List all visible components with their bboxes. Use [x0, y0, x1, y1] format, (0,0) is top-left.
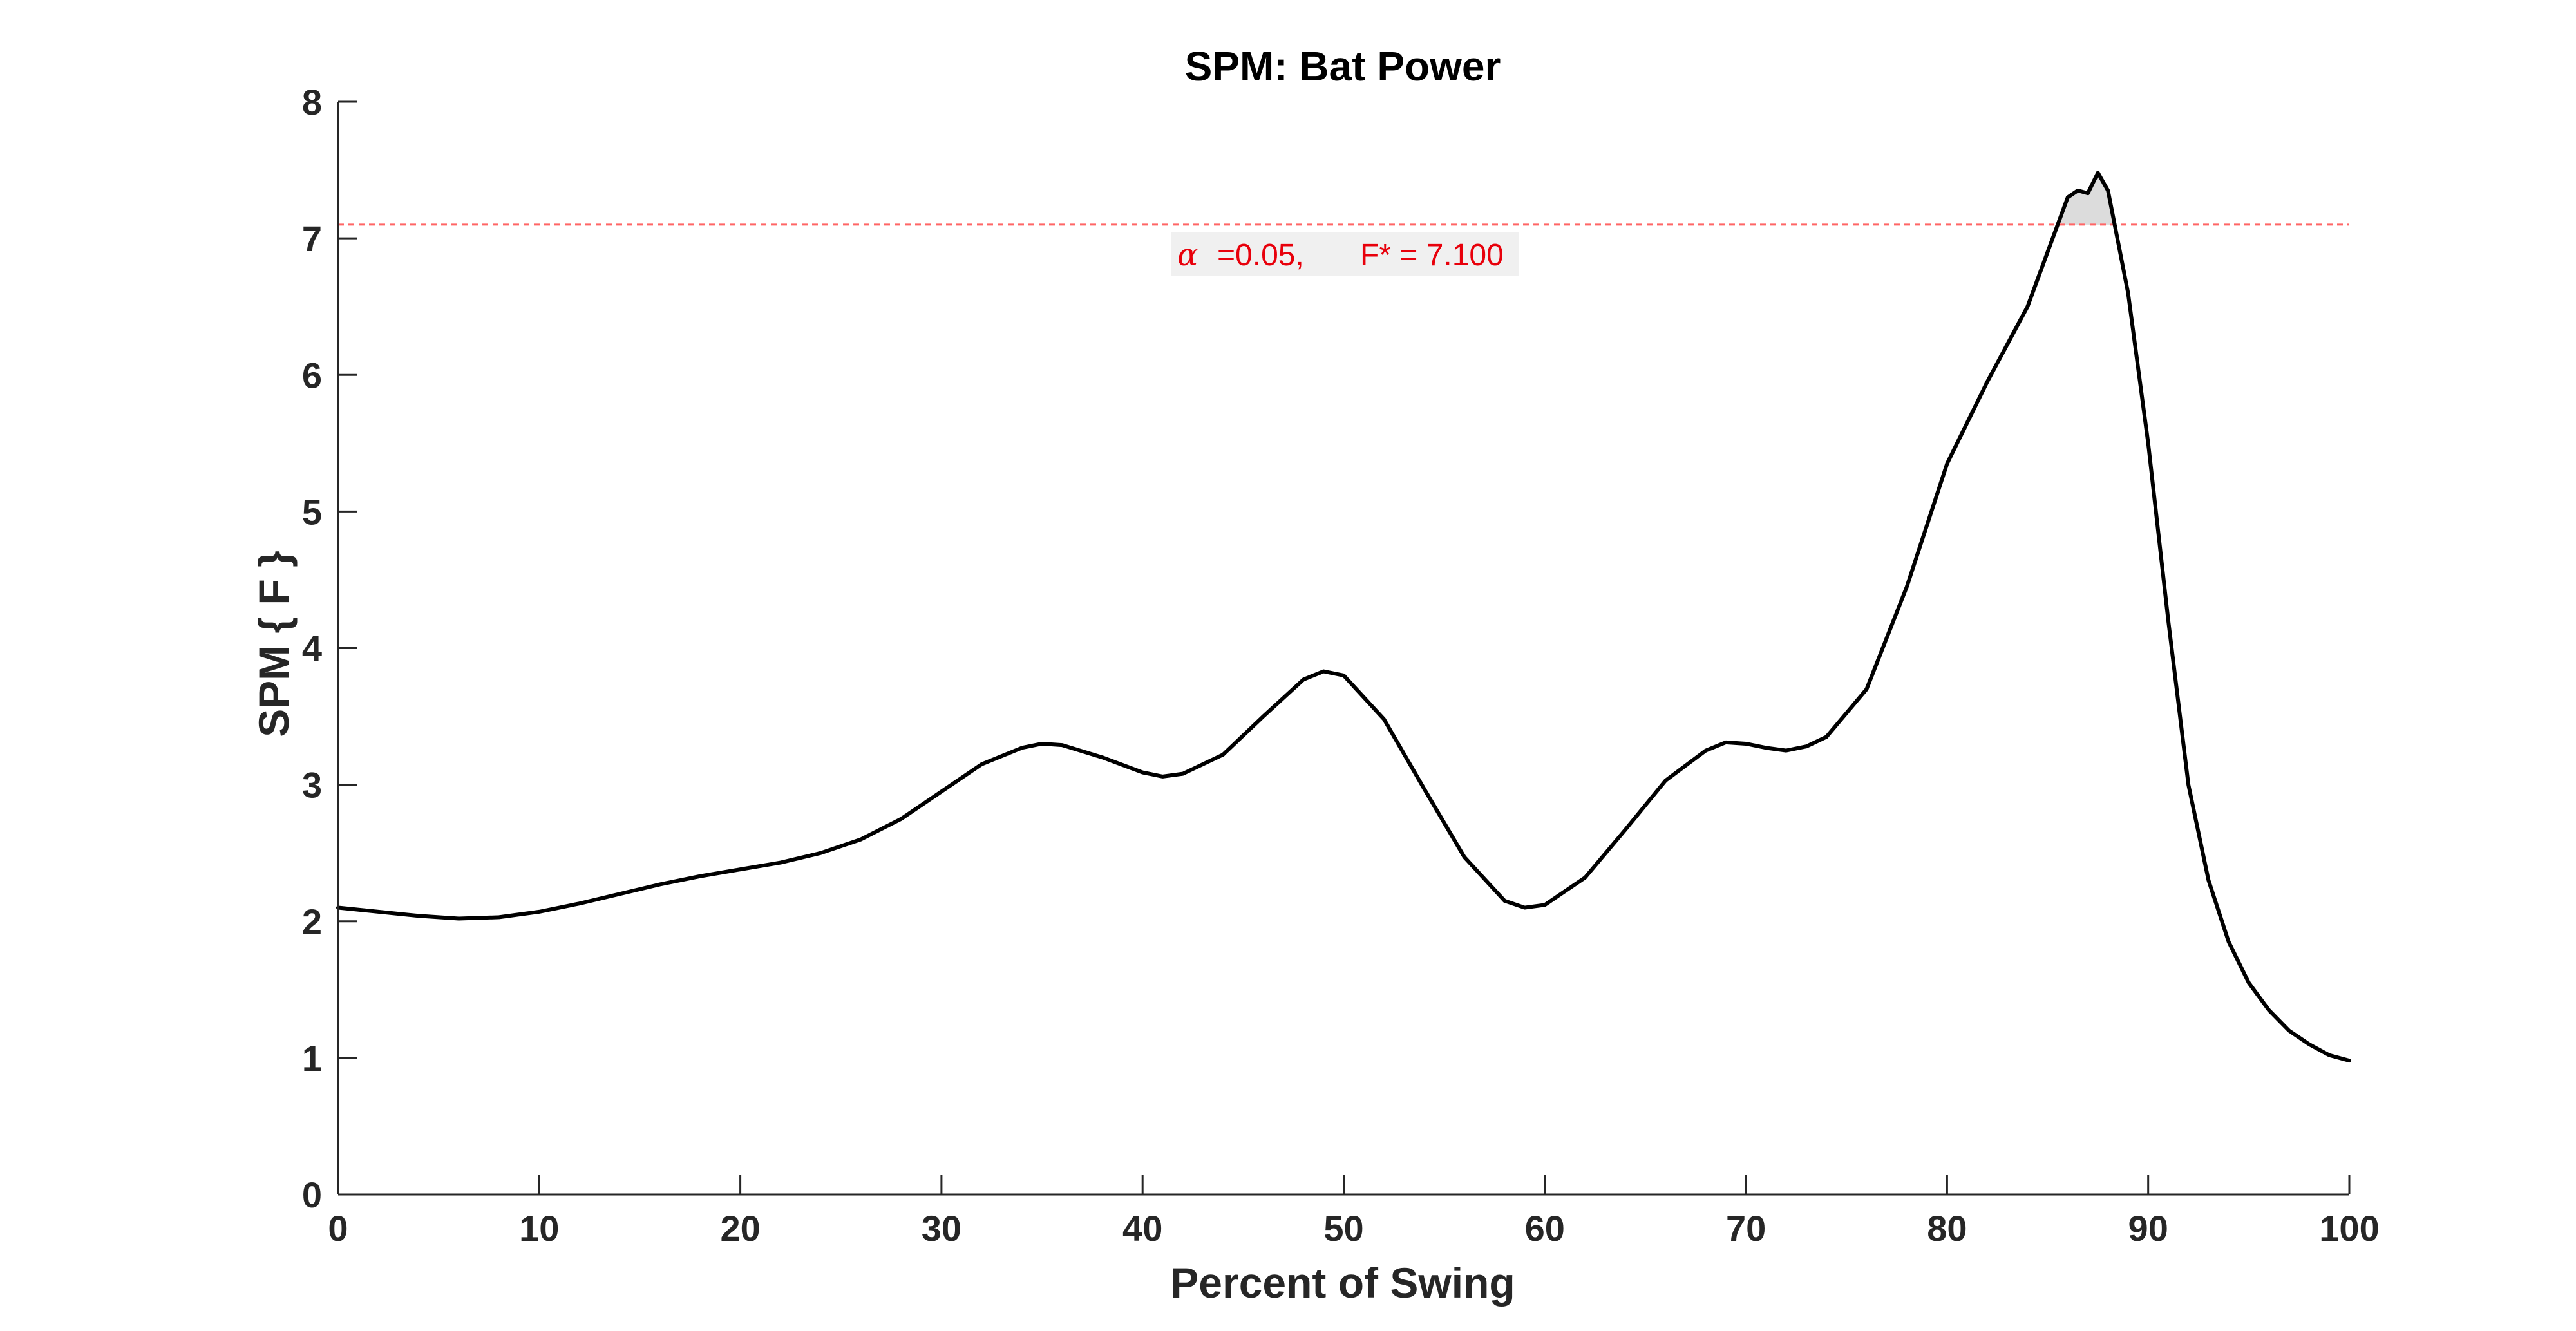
chart-title: SPM: Bat Power — [1185, 43, 1501, 90]
x-tick-label: 100 — [2319, 1208, 2379, 1249]
y-tick-label: 8 — [302, 82, 322, 122]
y-tick-label: 6 — [302, 355, 322, 395]
y-tick-label: 3 — [302, 765, 322, 806]
x-tick-label: 50 — [1323, 1208, 1363, 1249]
fstar-value-label: F* = 7.100 — [1360, 238, 1504, 272]
x-tick-label: 80 — [1927, 1208, 1967, 1249]
y-tick-label: 2 — [302, 901, 322, 942]
y-tick-label: 5 — [302, 491, 322, 532]
x-tick-label: 10 — [519, 1208, 559, 1249]
y-tick-label: 1 — [302, 1038, 322, 1079]
y-tick-label: 0 — [302, 1175, 322, 1215]
x-tick-label: 60 — [1525, 1208, 1565, 1249]
x-tick-label: 0 — [328, 1208, 348, 1249]
x-tick-label: 20 — [720, 1208, 760, 1249]
suprathreshold-cluster — [2058, 173, 2115, 225]
threshold-label: α =0.05, F* = 7.100 — [1171, 232, 1519, 276]
x-tick-label: 90 — [2128, 1208, 2168, 1249]
alpha-symbol: α — [1177, 237, 1198, 273]
spm-curve — [336, 171, 2351, 1063]
x-tick-label: 30 — [922, 1208, 961, 1249]
threshold-label-background — [1171, 232, 1519, 276]
x-tick-label: 40 — [1122, 1208, 1162, 1249]
alpha-value-label: =0.05, — [1217, 238, 1304, 272]
x-tick-label: 70 — [1726, 1208, 1766, 1249]
y-tick-label: 7 — [302, 218, 322, 259]
y-tick-label: 4 — [302, 628, 322, 669]
y-axis-label: SPM { F } — [250, 551, 298, 737]
x-axis-label: Percent of Swing — [1170, 1259, 1515, 1307]
